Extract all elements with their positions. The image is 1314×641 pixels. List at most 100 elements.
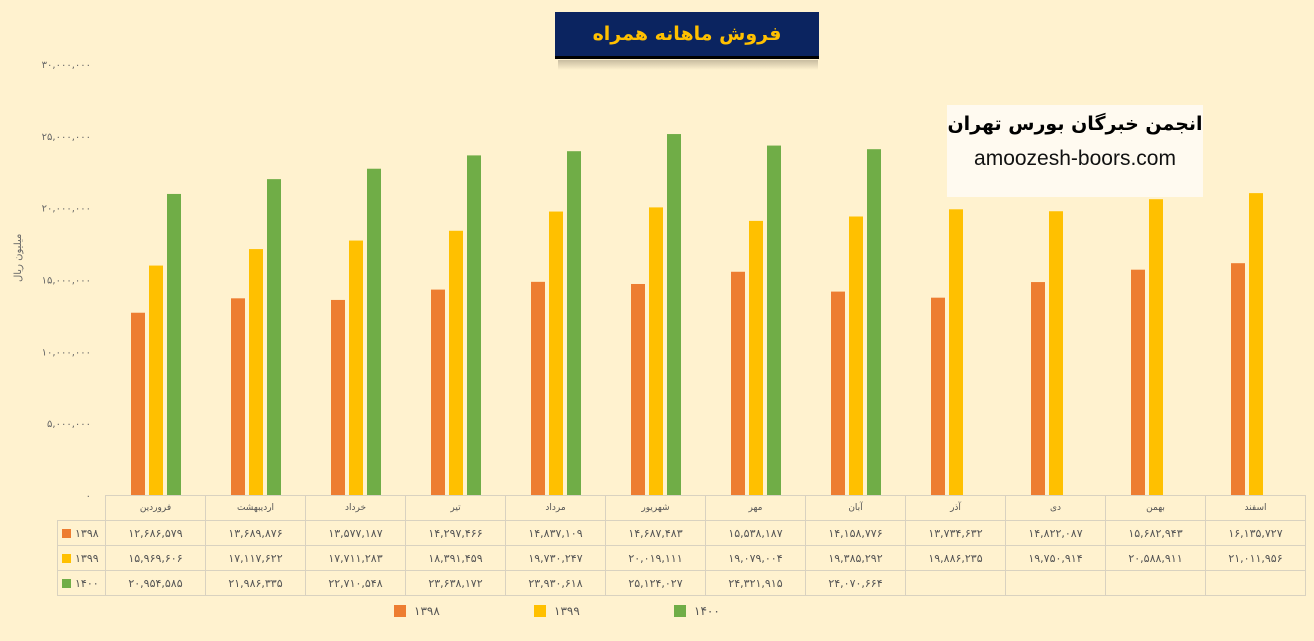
table-cell: ۱۵,۶۸۲,۹۴۳ (1105, 520, 1206, 546)
table-corner (58, 496, 106, 521)
bar-2-3 (467, 155, 481, 496)
category-label: شهریور (605, 495, 706, 521)
y-tick-label: ۱۰,۰۰۰,۰۰۰ (42, 347, 91, 358)
bar-1-6 (749, 220, 763, 495)
table-cell: ۱۵,۵۳۸,۱۸۷ (705, 520, 806, 546)
table-cell: ۱۴,۲۹۷,۴۶۶ (405, 520, 506, 546)
series-swatch (62, 554, 71, 563)
table-cell: ۱۹,۳۸۵,۲۹۲ (805, 545, 906, 571)
legend-swatch (394, 605, 406, 617)
legend-item: ۱۴۰۰ (670, 604, 720, 618)
bar-0-5 (631, 283, 645, 495)
table-cell: ۱۸,۳۹۱,۴۵۹ (405, 545, 506, 571)
table-cell: ۲۰,۰۱۹,۱۱۱ (605, 545, 706, 571)
series-label: ۱۳۹۸ (57, 520, 106, 546)
bar-0-2 (331, 299, 345, 495)
table-cell: ۱۹,۰۷۹,۰۰۴ (705, 545, 806, 571)
table-cell: ۱۴,۱۵۸,۷۷۶ (805, 520, 906, 546)
title-shadow (558, 60, 818, 70)
bar-1-10 (1149, 199, 1163, 495)
table-cell: ۱۷,۱۱۷,۶۲۲ (205, 545, 306, 571)
category-label: بهمن (1105, 495, 1206, 521)
table-cell: ۱۳,۵۷۷,۱۸۷ (305, 520, 406, 546)
series-label: ۱۳۹۹ (57, 545, 106, 571)
category-label: مهر (705, 495, 806, 521)
bar-1-3 (449, 230, 463, 495)
data-table: فروردین اردیبهشت خرداد تیر مرداد شهریور مهر آبا… (57, 495, 1306, 596)
bar-1-0 (149, 265, 163, 495)
bar-2-4 (567, 151, 581, 496)
table-cell (1105, 570, 1206, 596)
legend-label: ۱۳۹۸ (414, 604, 440, 618)
table-cell: ۲۰,۵۸۸,۹۱۱ (1105, 545, 1206, 571)
bar-0-9 (1031, 282, 1045, 495)
category-label: دی (1005, 495, 1106, 521)
table-cell: ۱۶,۱۳۵,۷۲۷ (1205, 520, 1306, 546)
category-label: تیر (405, 495, 506, 521)
chart-title: فروش ماهانه همراه (555, 12, 819, 59)
table-cell: ۱۵,۹۶۹,۶۰۶ (105, 545, 206, 571)
table-cell: ۱۴,۸۳۷,۱۰۹ (505, 520, 606, 546)
bar-1-5 (649, 207, 663, 496)
category-label: فروردین (105, 495, 206, 521)
watermark-name: انجمن خبرگان بورس تهران (947, 113, 1203, 135)
legend-item: ۱۳۹۹ (530, 604, 580, 618)
table-cell: ۲۴,۰۷۰,۶۶۴ (805, 570, 906, 596)
y-tick-label: ۲۵,۰۰۰,۰۰۰ (42, 132, 91, 143)
table-cell: ۱۹,۷۳۰,۲۴۷ (505, 545, 606, 571)
table-row: ۱۳۹۹ ۱۵,۹۶۹,۶۰۶ ۱۷,۱۱۷,۶۲۲ ۱۷,۷۱۱,۲۸۳ ۱۸,۳۹۱… (57, 545, 1306, 571)
category-label: مرداد (505, 495, 606, 521)
bar-0-10 (1131, 269, 1145, 495)
table-cell: ۲۵,۱۲۴,۰۲۷ (605, 570, 706, 596)
category-label: خرداد (305, 495, 406, 521)
bar-0-1 (231, 298, 245, 495)
bar-0-3 (431, 289, 445, 495)
bar-1-7 (849, 216, 863, 495)
series-name: ۱۳۹۹ (75, 551, 99, 565)
bar-2-2 (367, 168, 381, 495)
bar-0-6 (731, 271, 745, 495)
category-label: آذر (905, 495, 1006, 521)
legend-swatch (674, 605, 686, 617)
watermark-url: amoozesh-boors.com (974, 147, 1176, 170)
table-cell: ۲۱,۹۸۶,۳۳۵ (205, 570, 306, 596)
legend-label: ۱۳۹۹ (554, 604, 580, 618)
table-cell (905, 570, 1006, 596)
table-cell: ۲۳,۹۳۰,۶۱۸ (505, 570, 606, 596)
bar-1-9 (1049, 211, 1063, 495)
legend-swatch (534, 605, 546, 617)
bar-0-7 (831, 291, 845, 495)
table-cell: ۲۰,۹۵۴,۵۸۵ (105, 570, 206, 596)
legend-item: ۱۳۹۸ (390, 604, 440, 618)
bar-1-4 (549, 211, 563, 495)
bar-1-2 (349, 240, 363, 495)
bar-0-4 (531, 281, 545, 495)
series-name: ۱۴۰۰ (75, 576, 99, 590)
series-swatch (62, 529, 71, 538)
bar-2-1 (267, 179, 281, 496)
bar-0-8 (931, 297, 945, 495)
bar-1-8 (949, 209, 963, 495)
series-swatch (62, 579, 71, 588)
bar-2-6 (767, 145, 781, 496)
category-label: اردیبهشت (205, 495, 306, 521)
table-cell: ۲۲,۷۱۰,۵۴۸ (305, 570, 406, 596)
bar-0-0 (131, 312, 145, 495)
bar-1-11 (1249, 193, 1263, 495)
table-cell: ۱۳,۷۳۴,۶۳۲ (905, 520, 1006, 546)
bar-2-7 (867, 149, 881, 495)
y-tick-label: ۱۵,۰۰۰,۰۰۰ (42, 276, 91, 287)
table-row: ۱۳۹۸ ۱۲,۶۸۶,۵۷۹ ۱۳,۶۸۹,۸۷۶ ۱۳,۵۷۷,۱۸۷ ۱۴,۲۹۷… (57, 520, 1306, 546)
legend-label: ۱۴۰۰ (694, 604, 720, 618)
watermark: انجمن خبرگان بورس تهران amoozesh-boors.c… (947, 105, 1203, 197)
bar-2-5 (667, 134, 681, 495)
table-cell (1205, 570, 1306, 596)
y-tick-label: ۲۰,۰۰۰,۰۰۰ (42, 204, 91, 215)
category-label: آبان (805, 495, 906, 521)
table-cell: ۱۷,۷۱۱,۲۸۳ (305, 545, 406, 571)
table-cell: ۱۴,۶۸۷,۴۸۳ (605, 520, 706, 546)
series-name: ۱۳۹۸ (75, 526, 99, 540)
table-cell: ۲۱,۰۱۱,۹۵۶ (1205, 545, 1306, 571)
y-tick-label: ۳۰,۰۰۰,۰۰۰ (42, 60, 91, 71)
bar-0-11 (1231, 263, 1245, 495)
